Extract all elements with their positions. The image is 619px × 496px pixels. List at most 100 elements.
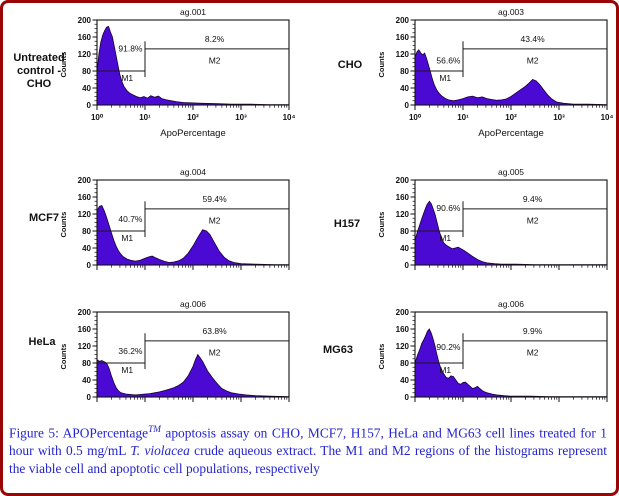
row-label-cho: CHO — [337, 59, 363, 71]
histogram-area — [414, 49, 608, 106]
caption-segment: crude aqueous extract. The M1 and M2 reg… — [9, 443, 607, 477]
histogram-area — [96, 25, 290, 106]
x-tick-label: 10⁰ — [409, 113, 422, 122]
y-axis-label: Counts — [59, 52, 68, 78]
y-tick-label: 40 — [400, 244, 409, 253]
m1-region-label: M1 — [439, 73, 451, 83]
y-tick-label: 200 — [396, 16, 410, 25]
m2-percentage: 43.4% — [521, 34, 546, 44]
y-tick-label: 40 — [82, 376, 91, 385]
y-axis-label: Counts — [377, 52, 386, 78]
row-label-mcf7: MCF7 — [29, 212, 59, 224]
y-tick-label: 0 — [87, 101, 92, 110]
panel-title: ag.003 — [498, 7, 524, 17]
y-tick-label: 200 — [396, 308, 410, 317]
y-tick-label: 40 — [400, 376, 409, 385]
histogram-panel-cho: ag.003 0 40 80 120 160 200 Counts 10⁰ 10¹ 10² 10³ 10… — [377, 7, 614, 139]
m1-region-label: M1 — [121, 365, 133, 375]
caption-segment: TM — [148, 424, 161, 434]
histogram-area — [414, 328, 608, 398]
m2-percentage: 9.9% — [523, 326, 543, 336]
y-tick-label: 160 — [396, 325, 410, 334]
y-tick-label: 200 — [396, 176, 410, 185]
m2-percentage: 9.4% — [523, 194, 543, 204]
y-axis-label: Counts — [59, 344, 68, 370]
y-tick-label: 0 — [87, 261, 92, 270]
y-tick-label: 200 — [78, 16, 92, 25]
y-tick-label: 40 — [400, 84, 409, 93]
y-tick-label: 40 — [82, 84, 91, 93]
caption-segment: T. violacea — [130, 443, 190, 459]
histogram-panel-mg63: ag.006 0 40 80 120 160 200 Counts 90.2% M1 9.9% M2 — [377, 299, 608, 402]
m1-percentage: 40.7% — [118, 214, 143, 224]
histogram-panel-h157: ag.005 0 40 80 120 160 200 Counts 90.6% M1 9.4% M2 — [377, 167, 608, 270]
panel-title: ag.001 — [180, 7, 206, 17]
row-label-mg63: MG63 — [323, 344, 353, 356]
x-tick-label: 10² — [187, 113, 199, 122]
x-tick-label: 10⁴ — [601, 113, 614, 122]
m2-region-label: M2 — [527, 347, 539, 357]
y-tick-label: 120 — [78, 210, 92, 219]
y-tick-label: 120 — [78, 50, 92, 59]
y-axis-label: Counts — [377, 344, 386, 370]
y-tick-label: 200 — [78, 308, 92, 317]
m2-region-label: M2 — [209, 347, 221, 357]
x-tick-label: 10³ — [553, 113, 565, 122]
y-tick-label: 120 — [78, 342, 92, 351]
histogram-area — [96, 204, 290, 266]
y-tick-label: 160 — [78, 33, 92, 42]
y-tick-label: 0 — [405, 393, 410, 402]
y-tick-label: 80 — [82, 227, 91, 236]
histogram-panel-untreated-cho: ag.001 0 40 80 120 160 200 Counts 10⁰ 10¹ 10² 10³ 10… — [59, 7, 295, 139]
y-tick-label: 0 — [405, 101, 410, 110]
histogram-panel-mcf7: ag.004 0 40 80 120 160 200 Counts 40.7% M1 59.4% M2 — [59, 167, 290, 270]
y-tick-label: 80 — [400, 67, 409, 76]
y-tick-label: 200 — [78, 176, 92, 185]
x-tick-label: 10¹ — [457, 113, 469, 122]
y-tick-label: 160 — [396, 33, 410, 42]
y-tick-label: 0 — [405, 261, 410, 270]
y-tick-label: 80 — [400, 227, 409, 236]
m1-region-label: M1 — [121, 73, 133, 83]
m2-region-label: M2 — [209, 55, 221, 65]
row-label-hela: HeLa — [28, 336, 56, 348]
caption-segment: apoptosis assay on CHO, MCF7, H157, HeLa… — [9, 425, 607, 459]
m1-percentage: 36.2% — [118, 346, 143, 356]
m2-percentage: 8.2% — [205, 34, 225, 44]
x-tick-label: 10² — [505, 113, 517, 122]
panel-title: ag.004 — [180, 167, 206, 177]
panel-title: ag.006 — [180, 299, 206, 309]
y-tick-label: 80 — [82, 67, 91, 76]
m1-percentage: 90.6% — [436, 203, 461, 213]
x-tick-label: 10¹ — [139, 113, 151, 122]
y-axis-label: Counts — [377, 212, 386, 238]
m2-region-label: M2 — [209, 215, 221, 225]
y-axis-label: Counts — [59, 212, 68, 238]
m1-percentage: 91.8% — [118, 43, 143, 53]
x-axis-label: ApoPercentage — [160, 128, 226, 139]
y-tick-label: 120 — [396, 342, 410, 351]
caption-segment: Figure 5: APOPercentage — [9, 425, 149, 441]
m1-region-label: M1 — [439, 365, 451, 375]
y-tick-label: 80 — [400, 359, 409, 368]
row-label-h157: H157 — [333, 218, 361, 230]
y-tick-label: 160 — [78, 325, 92, 334]
y-tick-label: 160 — [78, 193, 92, 202]
histogram-panel-hela: ag.006 0 40 80 120 160 200 Counts 36.2% M1 63.8% M2 — [59, 299, 290, 402]
histogram-area — [414, 200, 608, 266]
y-tick-label: 120 — [396, 210, 410, 219]
y-tick-label: 80 — [82, 359, 91, 368]
m2-percentage: 63.8% — [203, 326, 228, 336]
panel-title: ag.005 — [498, 167, 524, 177]
y-tick-label: 40 — [82, 244, 91, 253]
panel-title: ag.006 — [498, 299, 524, 309]
m1-percentage: 56.6% — [436, 55, 461, 65]
m2-region-label: M2 — [527, 215, 539, 225]
row-label-untreated-cho: Untreated control - CHO — [13, 52, 65, 90]
m1-region-label: M1 — [121, 233, 133, 243]
x-tick-label: 10³ — [235, 113, 247, 122]
m2-region-label: M2 — [527, 55, 539, 65]
m1-percentage: 90.2% — [436, 342, 461, 352]
figure-caption: Figure 5: APOPercentageTM apoptosis assa… — [9, 420, 607, 478]
histogram-area — [96, 353, 290, 398]
